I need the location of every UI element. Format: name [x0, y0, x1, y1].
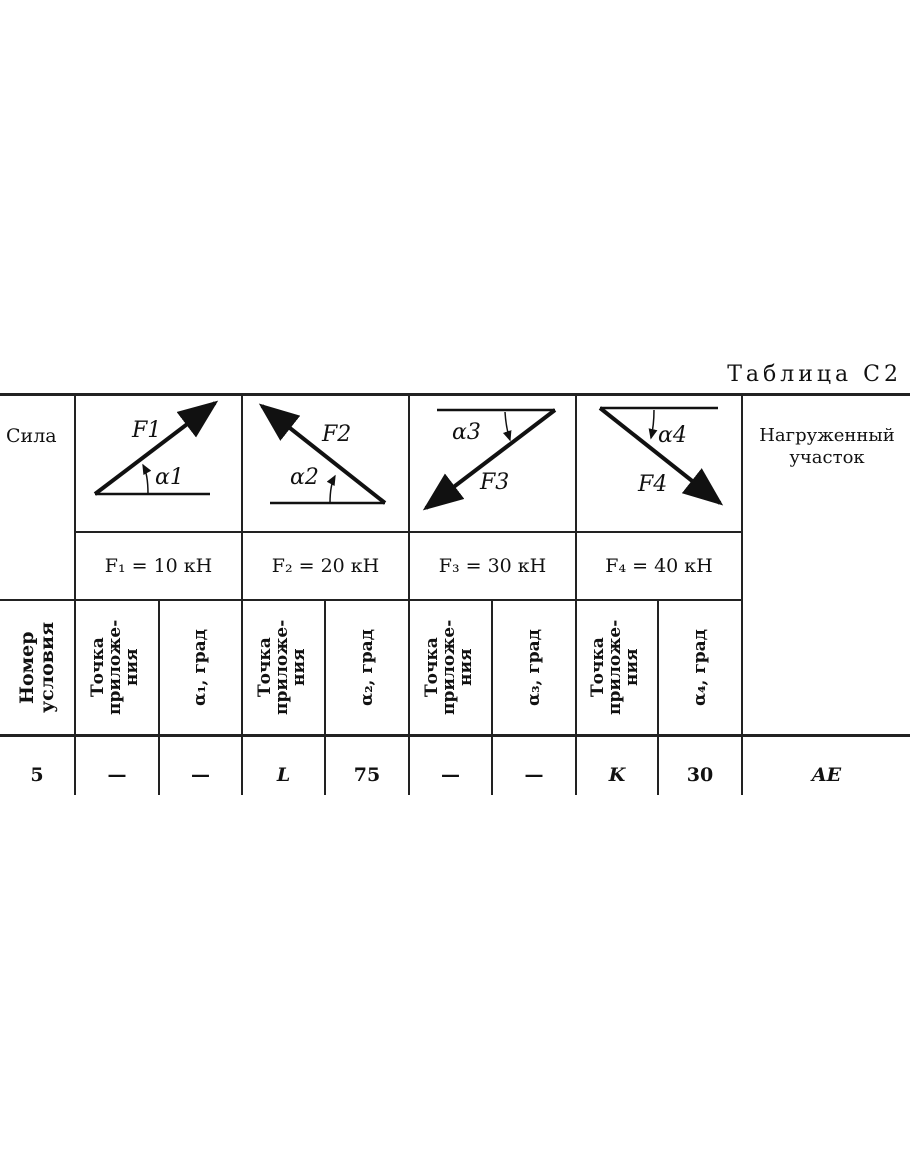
rule — [324, 600, 326, 795]
force-3-value: F₃ = 30 кН — [438, 555, 547, 577]
force-1-value: F₁ = 10 кН — [104, 555, 213, 577]
angle-cell: α₄, град — [659, 601, 741, 734]
cell: — — [191, 764, 210, 786]
condition-number-label: Номер условия — [16, 621, 58, 714]
force-2-diagram — [258, 403, 387, 505]
force-1-diagram — [93, 400, 219, 496]
loaded-section-label: Нагруженный участок — [759, 425, 895, 468]
rule-top — [0, 393, 910, 396]
force-3-symbol: F3 — [480, 470, 510, 495]
point-label: Точка приложе-ния — [88, 619, 142, 716]
rule — [408, 395, 410, 795]
rule — [657, 600, 659, 795]
angle-2-symbol: α2 — [290, 465, 319, 490]
rule — [241, 395, 243, 795]
condition-number-cell: Номер условия — [0, 601, 74, 734]
force-label: Сила — [6, 425, 57, 447]
force-1-symbol: F1 — [132, 418, 162, 443]
rule — [158, 600, 160, 795]
point-cell: Точка приложе-ния — [410, 601, 491, 734]
loaded-section-cell: AE — [811, 764, 842, 786]
rule — [491, 600, 493, 795]
angle-cell: α₁, град — [160, 601, 241, 734]
cell: K — [608, 764, 626, 786]
rule — [0, 599, 742, 601]
table-title: Таблица С2 — [727, 362, 902, 387]
point-cell: Точка приложе-ния — [577, 601, 657, 734]
angle-3-symbol: α3 — [452, 420, 481, 445]
force-2-value: F₂ = 20 кН — [271, 555, 380, 577]
point-cell: Точка приложе-ния — [76, 601, 158, 734]
point-label: Точка приложе-ния — [254, 619, 309, 716]
angle-1-symbol: α1 — [155, 465, 184, 490]
angle-label: α₂, град — [356, 628, 377, 706]
rule — [0, 734, 910, 737]
angle-cell: α₂, град — [326, 601, 408, 734]
angle-cell: α₃, град — [493, 601, 575, 734]
force-2-symbol: F2 — [322, 422, 352, 447]
force-3-diagram — [422, 408, 557, 511]
cell: — — [441, 764, 460, 786]
force-4-value: F₄ = 40 кН — [605, 555, 713, 577]
angle-label: α₄, град — [689, 628, 710, 706]
cell: — — [524, 764, 544, 786]
force-4-symbol: F4 — [638, 472, 668, 497]
rule — [575, 395, 577, 795]
angle-label: α₁, град — [190, 628, 210, 706]
row-number: 5 — [30, 764, 44, 786]
force-4-diagram — [598, 406, 724, 506]
cell: 30 — [686, 764, 714, 786]
rule — [74, 395, 76, 795]
cell: L — [276, 764, 291, 786]
cell: 75 — [353, 764, 381, 786]
cell: — — [107, 764, 127, 786]
angle-label: α₃, град — [523, 628, 544, 706]
point-label: Точка приложе-ния — [421, 619, 476, 716]
rule — [741, 395, 743, 795]
point-cell: Точка приложе-ния — [243, 601, 324, 734]
point-label: Точка приложе-ния — [588, 619, 642, 716]
angle-4-symbol: α4 — [658, 423, 687, 448]
